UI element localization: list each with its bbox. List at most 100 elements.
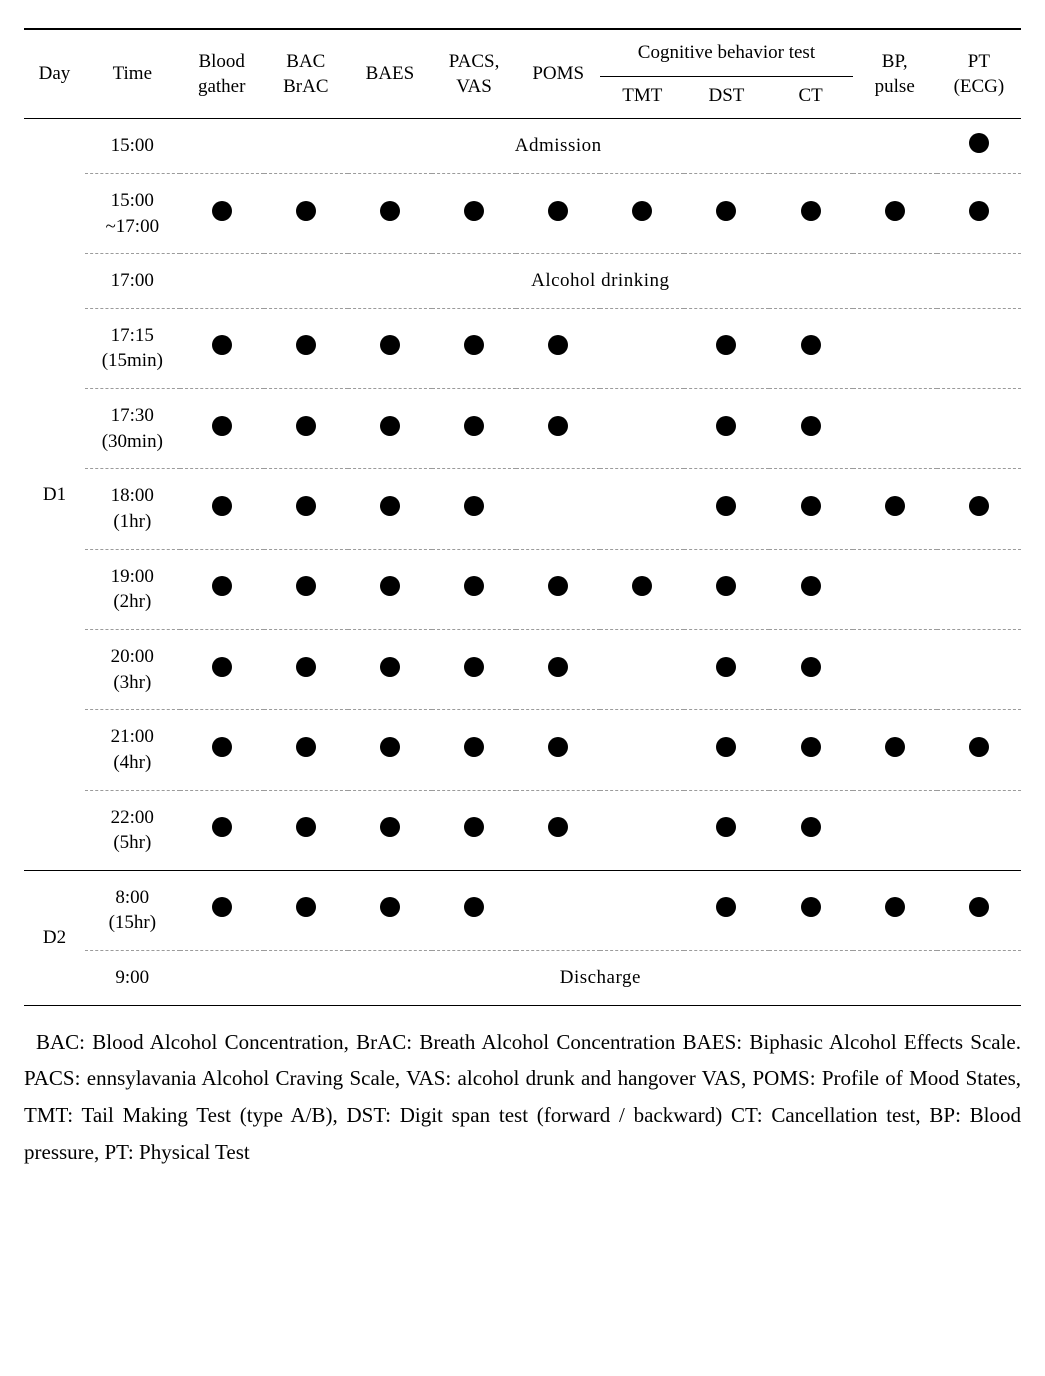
marker-cell bbox=[853, 469, 937, 549]
marker-cell bbox=[853, 710, 937, 790]
dot-icon bbox=[801, 897, 821, 917]
dot-icon bbox=[212, 897, 232, 917]
marker-cell bbox=[853, 389, 937, 469]
col-blood: Bloodgather bbox=[180, 29, 264, 119]
dot-icon bbox=[464, 201, 484, 221]
marker-cell bbox=[180, 870, 264, 950]
time-cell: 19:00(2hr) bbox=[85, 549, 180, 629]
marker-cell bbox=[432, 308, 516, 388]
col-bp-pulse: BP,pulse bbox=[853, 29, 937, 119]
dot-icon bbox=[296, 737, 316, 757]
marker-cell bbox=[516, 173, 600, 253]
marker-cell bbox=[348, 549, 432, 629]
marker-cell bbox=[600, 870, 684, 950]
dot-icon bbox=[969, 897, 989, 917]
table-row: 22:00(5hr) bbox=[24, 790, 1021, 870]
marker-cell bbox=[432, 629, 516, 709]
marker-cell bbox=[348, 870, 432, 950]
marker-cell bbox=[684, 790, 768, 870]
marker-cell bbox=[769, 790, 853, 870]
marker-cell bbox=[180, 469, 264, 549]
dot-icon bbox=[885, 897, 905, 917]
marker-cell bbox=[937, 469, 1021, 549]
dot-icon bbox=[801, 335, 821, 355]
dot-icon bbox=[212, 201, 232, 221]
marker-cell bbox=[264, 469, 348, 549]
dot-icon bbox=[548, 737, 568, 757]
dot-icon bbox=[464, 335, 484, 355]
marker-cell bbox=[516, 710, 600, 790]
table-header: Day Time Bloodgather BACBrAC BAES PACS,V… bbox=[24, 29, 1021, 119]
dot-icon bbox=[969, 201, 989, 221]
dot-icon bbox=[296, 496, 316, 516]
dot-icon bbox=[801, 576, 821, 596]
marker-cell bbox=[432, 870, 516, 950]
marker-cell bbox=[937, 119, 1021, 174]
marker-cell bbox=[769, 389, 853, 469]
col-dst: DST bbox=[684, 76, 768, 119]
marker-cell bbox=[937, 173, 1021, 253]
marker-cell bbox=[180, 629, 264, 709]
marker-cell bbox=[684, 870, 768, 950]
marker-cell bbox=[684, 469, 768, 549]
dot-icon bbox=[716, 897, 736, 917]
time-cell: 9:00 bbox=[85, 951, 180, 1006]
day-cell: D2 bbox=[24, 870, 85, 1005]
marker-cell bbox=[769, 469, 853, 549]
col-tmt: TMT bbox=[600, 76, 684, 119]
marker-cell bbox=[600, 549, 684, 629]
footnote-paragraph: BAC: Blood Alcohol Concentration, BrAC: … bbox=[24, 1024, 1021, 1171]
marker-cell bbox=[937, 549, 1021, 629]
marker-cell bbox=[853, 173, 937, 253]
marker-cell bbox=[348, 389, 432, 469]
dot-icon bbox=[464, 897, 484, 917]
dot-icon bbox=[464, 496, 484, 516]
time-cell: 8:00(15hr) bbox=[85, 870, 180, 950]
dot-icon bbox=[380, 576, 400, 596]
dot-icon bbox=[548, 817, 568, 837]
marker-cell bbox=[600, 629, 684, 709]
dot-icon bbox=[212, 496, 232, 516]
dot-icon bbox=[296, 576, 316, 596]
time-cell: 18:00(1hr) bbox=[85, 469, 180, 549]
dot-icon bbox=[464, 416, 484, 436]
dot-icon bbox=[548, 576, 568, 596]
dot-icon bbox=[969, 737, 989, 757]
dot-icon bbox=[801, 737, 821, 757]
marker-cell bbox=[264, 710, 348, 790]
marker-cell bbox=[769, 710, 853, 790]
marker-cell bbox=[432, 469, 516, 549]
marker-cell bbox=[937, 790, 1021, 870]
marker-cell bbox=[600, 790, 684, 870]
marker-cell bbox=[264, 870, 348, 950]
dot-icon bbox=[885, 737, 905, 757]
marker-cell bbox=[432, 790, 516, 870]
marker-cell bbox=[600, 389, 684, 469]
marker-cell bbox=[937, 629, 1021, 709]
marker-cell bbox=[264, 308, 348, 388]
table-row: 9:00Discharge bbox=[24, 951, 1021, 1006]
marker-cell bbox=[853, 549, 937, 629]
marker-cell bbox=[769, 549, 853, 629]
time-cell: 15:00 bbox=[85, 119, 180, 174]
time-cell: 17:15(15min) bbox=[85, 308, 180, 388]
marker-cell bbox=[600, 469, 684, 549]
span-label: Discharge bbox=[180, 951, 1021, 1006]
marker-cell bbox=[432, 549, 516, 629]
marker-cell bbox=[516, 308, 600, 388]
col-pacs-vas: PACS,VAS bbox=[432, 29, 516, 119]
dot-icon bbox=[716, 576, 736, 596]
col-group-cognitive: Cognitive behavior test bbox=[600, 29, 852, 76]
table-row: 18:00(1hr) bbox=[24, 469, 1021, 549]
dot-icon bbox=[380, 817, 400, 837]
marker-cell bbox=[180, 790, 264, 870]
marker-cell bbox=[516, 629, 600, 709]
dot-icon bbox=[380, 897, 400, 917]
day-cell: D1 bbox=[24, 119, 85, 871]
marker-cell bbox=[769, 308, 853, 388]
marker-cell bbox=[769, 870, 853, 950]
dot-icon bbox=[380, 201, 400, 221]
table-row: 17:15(15min) bbox=[24, 308, 1021, 388]
marker-cell bbox=[264, 549, 348, 629]
marker-cell bbox=[769, 629, 853, 709]
